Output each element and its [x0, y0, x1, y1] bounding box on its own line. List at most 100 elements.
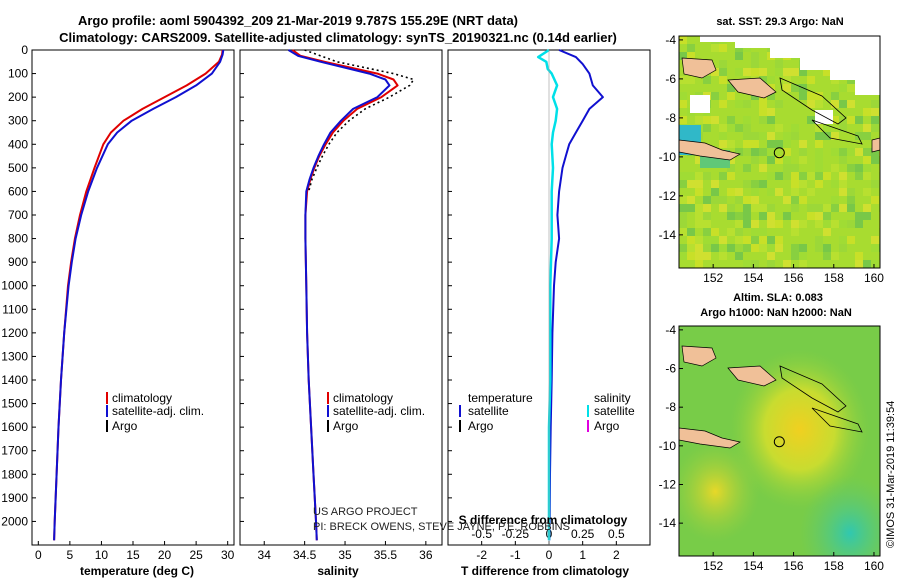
series-line-satellite-adj-clim- [53, 49, 225, 541]
sst-cell [791, 204, 799, 212]
sst-cell [719, 196, 727, 204]
sst-cell [679, 204, 687, 212]
sst-cloud-gap [700, 36, 880, 95]
sst-cell [839, 124, 847, 132]
sst-cell [791, 188, 799, 196]
sst-cell [743, 260, 751, 268]
sst-cell [711, 116, 719, 124]
sst-cell [759, 108, 767, 116]
map-xtick-label: 154 [743, 559, 763, 573]
sst-cell [823, 252, 831, 260]
sst-cell [759, 228, 767, 236]
sst-cell [743, 164, 751, 172]
sst-cell [839, 236, 847, 244]
sst-cell [727, 188, 735, 196]
sst-cell [695, 236, 703, 244]
sst-cell [799, 196, 807, 204]
sst-cell [799, 260, 807, 268]
ytick-label: 0 [21, 43, 28, 57]
sst-cell [855, 252, 863, 260]
sst-cell [767, 76, 775, 84]
sst-cell [855, 164, 863, 172]
sst-cell [695, 156, 703, 164]
ytick-label: 900 [8, 255, 28, 269]
sst-cell [871, 156, 879, 164]
sla-map-subtitle: Argo h1000: NaN h2000: NaN [700, 307, 852, 319]
sst-cell [855, 260, 863, 268]
sst-cell [735, 228, 743, 236]
sst-cell [823, 132, 831, 140]
ytick-label: 1300 [1, 349, 28, 363]
sst-cell [719, 124, 727, 132]
sst-land-solomon [811, 119, 863, 145]
sst-cell [767, 156, 775, 164]
sst-cell [767, 148, 775, 156]
sst-cell [823, 68, 831, 76]
sst-cell [711, 244, 719, 252]
sst-cell [703, 116, 711, 124]
sst-cell [815, 92, 823, 100]
sst-cell [727, 228, 735, 236]
sst-cell [855, 132, 863, 140]
figure-title-line2: Climatology: CARS2009. Satellite-adjuste… [59, 30, 617, 45]
sla-land-solomon [811, 407, 863, 433]
sst-cell [799, 148, 807, 156]
map-xtick-label: 156 [784, 559, 804, 573]
sla-map [679, 326, 880, 556]
sst-cell [735, 52, 743, 60]
sst-cell [743, 116, 751, 124]
sst-cell [815, 148, 823, 156]
sst-cell [679, 252, 687, 260]
sst-cell [847, 84, 855, 92]
sst-cell [839, 156, 847, 164]
sst-cell [783, 140, 791, 148]
map-ytick-label: -12 [659, 477, 677, 491]
sst-cell [735, 236, 743, 244]
sst-cell [799, 244, 807, 252]
sla-map-frame [678, 325, 881, 557]
map-ytick-label: -10 [659, 439, 677, 453]
xtick-label: 1 [579, 548, 586, 562]
sst-cell [783, 260, 791, 268]
sst-cell [799, 92, 807, 100]
sst-cell [751, 228, 759, 236]
sst-cell [679, 228, 687, 236]
sst-cell [759, 148, 767, 156]
sst-cell [687, 228, 695, 236]
sst-cell [815, 236, 823, 244]
sst-cell [775, 188, 783, 196]
sst-cell [823, 204, 831, 212]
sst-cell [799, 172, 807, 180]
sst-cell [719, 132, 727, 140]
sst-cell [695, 212, 703, 220]
legend-label: satellite-adj. clim. [333, 404, 425, 418]
legend-label: Argo [333, 419, 359, 433]
sla-land [727, 365, 777, 387]
sst-cell [751, 140, 759, 148]
sst-cell [831, 100, 839, 108]
sst-map [679, 36, 880, 268]
sst-cell [831, 116, 839, 124]
map-ytick-label: -8 [665, 111, 676, 125]
sla-land [681, 345, 717, 367]
sst-cell [719, 60, 727, 68]
sst-cell [743, 212, 751, 220]
sla-map-title: Altim. SLA: 0.083 [733, 292, 823, 304]
series-line-climatology-dotted [304, 49, 415, 192]
map-xtick-label: 160 [864, 271, 884, 285]
sst-argo-marker [773, 147, 785, 159]
xtick-label: 35 [338, 548, 352, 562]
sst-cell [847, 164, 855, 172]
sst-cell [679, 172, 687, 180]
sst-cell [799, 180, 807, 188]
sst-cloud-gap [690, 95, 710, 113]
sst-cell [807, 76, 815, 84]
ytick-label: 100 [8, 67, 28, 81]
sst-cell [687, 44, 695, 52]
sst-cell [799, 140, 807, 148]
sst-cell [855, 116, 863, 124]
sst-cell [767, 108, 775, 116]
salinity-xlabel: salinity [317, 564, 359, 578]
sst-land-solomon [779, 77, 847, 125]
xtick-label: 15 [126, 548, 140, 562]
